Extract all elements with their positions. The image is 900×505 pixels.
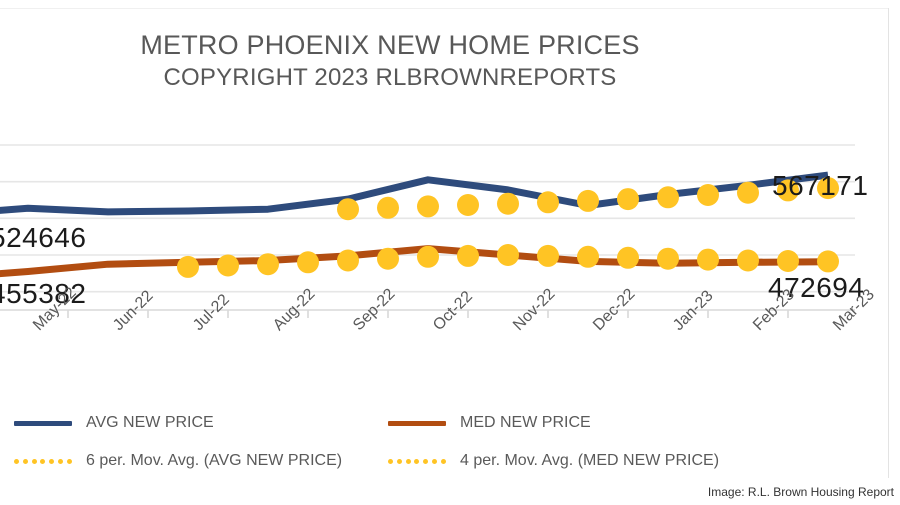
marker-med-moving-average-8 — [577, 245, 599, 268]
marker-med-moving-average-6 — [417, 245, 439, 268]
legend-item-med-new-price[interactable]: MED NEW PRICE — [388, 408, 591, 438]
marker-avg-moving-average-mid-10 — [777, 179, 799, 202]
chart-frame-top-border — [0, 8, 889, 9]
marker-avg-moving-average-9 — [657, 186, 679, 209]
legend-label-avg-moving-average: 6 per. Mov. Avg. (AVG NEW PRICE) — [86, 452, 343, 469]
avg-last-value-label: 567171 — [772, 170, 869, 201]
legend-label-med-moving-average: 4 per. Mov. Avg. (MED NEW PRICE) — [460, 452, 720, 469]
image-attribution: Image: R.L. Brown Housing Report — [701, 483, 896, 501]
chart-subtitle: COPYRIGHT 2023 RLBROWNREPORTS — [163, 64, 617, 91]
marker-med-moving-average-5 — [337, 249, 359, 272]
marker-avg-moving-average-mid-9 — [697, 184, 719, 206]
legend-row-moving-averages: 6 per. Mov. Avg. (AVG NEW PRICE) 4 per. … — [0, 446, 900, 476]
marker-med-moving-average-4 — [257, 253, 279, 276]
x-axis-labels: Apr-22May-22Jun-22Jul-22Aug-22Sep-22Oct-… — [0, 284, 900, 382]
chart-title-block: METRO PHOENIX NEW HOME PRICES COPYRIGHT … — [0, 28, 780, 94]
plot-area — [0, 140, 900, 320]
marker-avg-moving-average-7 — [497, 192, 519, 215]
marker-med-moving-average-mid-10 — [777, 250, 799, 272]
marker-avg-moving-average-8 — [577, 189, 599, 212]
marker-med-moving-average-10 — [737, 249, 759, 272]
marker-med-moving-average-mid-8 — [617, 246, 639, 269]
marker-avg-moving-average-6 — [417, 195, 439, 218]
legend-dots-icon-avg — [14, 457, 72, 465]
marker-avg-moving-average-mid-6 — [457, 194, 479, 216]
marker-med-moving-average-11 — [817, 250, 839, 273]
avg-first-value-label: 524646 — [0, 222, 87, 253]
legend-item-avg-new-price[interactable]: AVG NEW PRICE — [14, 408, 214, 438]
marker-avg-moving-average-10 — [737, 181, 759, 204]
page-title: METRO PHOENIX NEW HOME PRICES — [140, 30, 640, 60]
legend-label-avg-new-price: AVG NEW PRICE — [86, 414, 214, 431]
legend-line-icon-blue — [14, 420, 72, 426]
legend-label-med-new-price: MED NEW PRICE — [460, 414, 591, 431]
marker-med-moving-average-7 — [497, 244, 519, 266]
chart-frame-right-border — [888, 8, 889, 478]
marker-med-moving-average-mid-7 — [537, 244, 559, 267]
legend-item-avg-moving-average[interactable]: 6 per. Mov. Avg. (AVG NEW PRICE) — [14, 446, 342, 476]
marker-med-moving-average-3 — [177, 255, 199, 278]
marker-med-moving-average-mid-5 — [377, 247, 399, 270]
marker-med-moving-average-mid-9 — [697, 248, 719, 271]
legend-item-med-moving-average[interactable]: 4 per. Mov. Avg. (MED NEW PRICE) — [388, 446, 719, 476]
legend-row-primary: AVG NEW PRICE MED NEW PRICE — [0, 408, 900, 438]
marker-avg-moving-average-mid-5 — [377, 196, 399, 219]
med-first-value-label: 455382 — [0, 278, 87, 309]
marker-med-moving-average-mid-6 — [457, 244, 479, 267]
marker-med-moving-average-9 — [657, 247, 679, 270]
plot-svg — [0, 144, 855, 318]
marker-med-moving-average-mid-3 — [217, 254, 239, 277]
med-last-value-label: 472694 — [768, 272, 865, 303]
marker-avg-moving-average-mid-8 — [617, 188, 639, 211]
marker-avg-moving-average-11 — [817, 177, 839, 200]
marker-med-moving-average-mid-4 — [297, 251, 319, 274]
series-line-avg-new-price — [0, 171, 829, 216]
marker-avg-moving-average-mid-7 — [537, 191, 559, 214]
chart-legend: AVG NEW PRICE MED NEW PRICE 6 per. Mov. … — [0, 400, 900, 475]
legend-dots-icon-med — [388, 457, 446, 465]
marker-avg-moving-average-5 — [337, 198, 359, 221]
legend-line-icon-brown — [388, 420, 446, 426]
